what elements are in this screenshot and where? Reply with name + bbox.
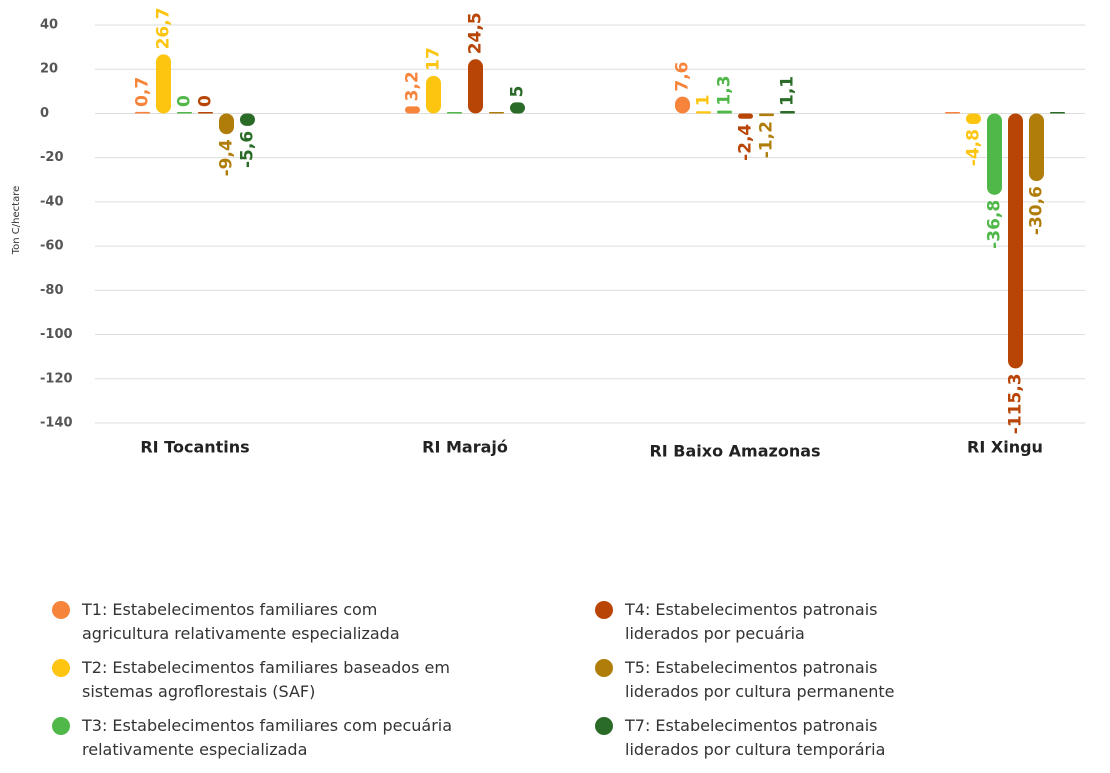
legend-swatch [52,601,70,619]
data-label: 5 [508,86,528,98]
data-label: -2,4 [736,124,756,161]
data-label: 0 [175,95,195,107]
data-label: 3,2 [403,71,423,101]
legend-swatch [595,717,613,735]
bar [405,106,420,114]
bar [1008,113,1023,369]
legend-item: T5: Estabelecimentos patronais liderados… [595,656,955,704]
chart: Ton C/hectare 40 20 0 -20 -40 -60 -80 -100 -120 -… [11,7,1085,461]
x-tick-label: RI Baixo Amazonas [649,442,820,461]
data-label: 1,3 [715,75,735,105]
data-label: -9,4 [217,139,237,176]
data-label: 24,5 [466,12,486,54]
legend-label: T7: Estabelecimentos patronais liderados… [625,716,886,759]
legend-item: T3: Estabelecimentos familiares com pecu… [52,714,595,762]
y-tick-label: -80 [40,283,64,298]
bar [696,111,711,114]
legend: T1: Estabelecimentos familiares com agri… [52,598,1102,762]
bar [468,59,483,114]
data-label: -4,8 [964,129,984,166]
bar [759,113,774,117]
bar [156,54,171,114]
bar [1050,111,1065,114]
legend-label: T2: Estabelecimentos familiares baseados… [82,658,450,701]
y-tick-label: -20 [40,150,64,165]
y-tick-label: -40 [40,194,64,209]
data-label: 26,7 [154,7,174,49]
bar [945,111,960,114]
y-tick-label: 20 [40,62,58,77]
legend-item: T7: Estabelecimentos patronais liderados… [595,714,955,762]
y-tick-label: -60 [40,239,64,254]
bar [135,111,150,114]
data-label: 1 [694,94,714,106]
legend-item: T4: Estabelecimentos patronais liderados… [595,598,955,646]
data-label: -1,2 [757,121,777,158]
bar [219,113,234,135]
bar [1029,113,1044,182]
data-label: 1,1 [778,76,798,106]
bar [966,113,981,125]
x-tick-label: RI Tocantins [140,438,249,457]
legend-swatch [595,601,613,619]
bar [198,111,213,114]
y-tick-label: -120 [40,371,73,386]
y-tick-label: -100 [40,327,73,342]
bar [447,111,462,114]
legend-label: T3: Estabelecimentos familiares com pecu… [82,716,453,759]
legend-label: T4: Estabelecimentos patronais liderados… [625,600,878,643]
y-tick-label: -140 [40,416,73,431]
legend-label: T5: Estabelecimentos patronais liderados… [625,658,895,701]
data-label: 0 [196,95,216,107]
bar [177,111,192,114]
bar [510,102,525,114]
legend-item: T2: Estabelecimentos familiares baseados… [52,656,595,704]
bar [780,111,795,114]
data-label: -30,6 [1027,186,1047,235]
data-label: 7,6 [673,62,693,92]
bar [489,111,504,114]
x-tick-label: RI Xingu [967,438,1043,457]
legend-swatch [52,717,70,735]
bar [426,75,441,114]
x-tick-label: RI Marajó [422,438,508,457]
legend-item: T1: Estabelecimentos familiares com agri… [52,598,595,646]
bar [717,110,732,114]
data-label: -115,3 [1006,373,1026,434]
legend-swatch [52,659,70,677]
legend-label: T1: Estabelecimentos familiares com agri… [82,600,400,643]
data-label: 0,7 [133,77,153,107]
data-label: -36,8 [985,200,1005,249]
data-label: 17 [424,47,444,71]
bar [240,113,255,126]
y-tick-label: 0 [40,106,49,121]
bar [675,96,690,114]
data-label: -5,6 [238,131,258,168]
y-tick-label: 40 [40,18,58,33]
y-axis-label: Ton C/hectare [11,186,22,255]
bar [738,113,753,119]
bar [987,113,1002,195]
legend-swatch [595,659,613,677]
